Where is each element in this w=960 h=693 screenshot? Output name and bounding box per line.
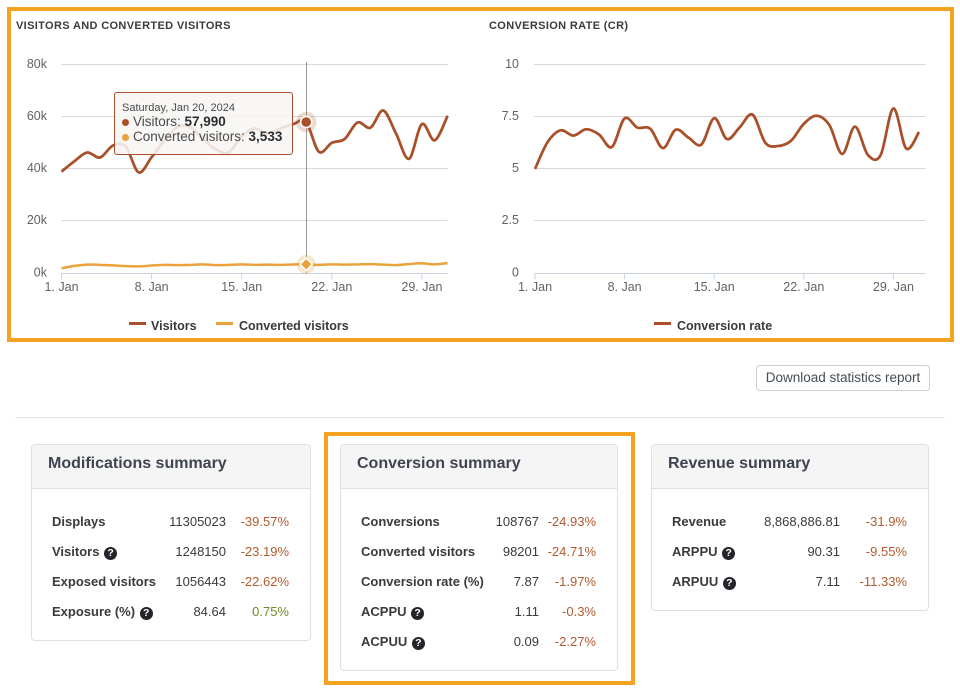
svg-text:80k: 80k <box>27 57 48 71</box>
svg-text:29. Jan: 29. Jan <box>873 280 914 294</box>
svg-text:1. Jan: 1. Jan <box>44 280 78 294</box>
svg-text:20k: 20k <box>27 213 48 227</box>
svg-text:15. Jan: 15. Jan <box>694 280 735 294</box>
svg-text:40k: 40k <box>27 161 48 175</box>
svg-text:5: 5 <box>512 161 519 175</box>
svg-text:1. Jan: 1. Jan <box>518 280 552 294</box>
svg-text:7.5: 7.5 <box>502 109 519 123</box>
svg-text:0k: 0k <box>34 266 48 280</box>
svg-text:2.5: 2.5 <box>502 213 519 227</box>
svg-text:60k: 60k <box>27 109 48 123</box>
svg-text:8. Jan: 8. Jan <box>135 280 169 294</box>
svg-text:22. Jan: 22. Jan <box>311 280 352 294</box>
svg-text:Converted visitors: Converted visitors <box>239 319 349 333</box>
svg-text:8. Jan: 8. Jan <box>608 280 642 294</box>
svg-text:Conversion rate: Conversion rate <box>677 319 772 333</box>
svg-text:29. Jan: 29. Jan <box>401 280 442 294</box>
svg-text:Visitors: Visitors <box>151 319 197 333</box>
svg-text:0: 0 <box>512 266 519 280</box>
svg-text:10: 10 <box>505 57 519 71</box>
svg-text:22. Jan: 22. Jan <box>783 280 824 294</box>
svg-text:15. Jan: 15. Jan <box>221 280 262 294</box>
